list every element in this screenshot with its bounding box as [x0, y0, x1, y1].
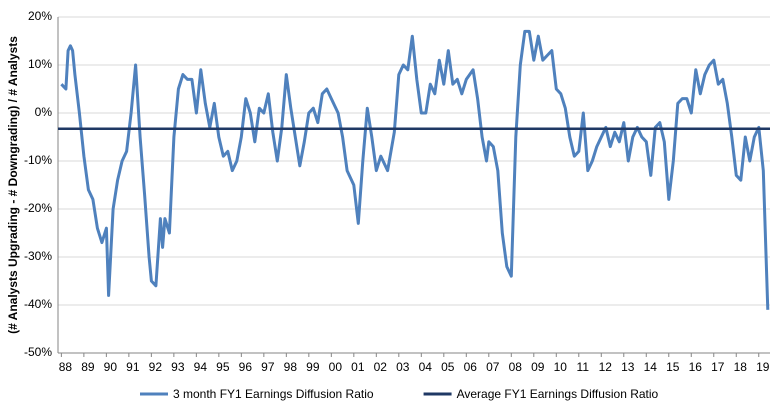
x-tick-label: 11 — [577, 360, 590, 374]
x-tick-label: 08 — [509, 360, 523, 374]
y-tick-label: -20% — [24, 201, 52, 215]
x-tick-label: 93 — [171, 360, 185, 374]
x-tick-label: 88 — [59, 360, 73, 374]
x-tick-label: 12 — [599, 360, 613, 374]
x-tick-label: 97 — [261, 360, 275, 374]
x-tick-label: 19 — [756, 360, 770, 374]
x-tick-label: 98 — [284, 360, 298, 374]
x-tick-label: 15 — [666, 360, 680, 374]
y-tick-label: 20% — [28, 9, 52, 23]
y-tick-label: -50% — [24, 345, 52, 359]
x-tick-label: 17 — [711, 360, 725, 374]
y-axis-label: (# Analysts Upgrading - # Downgrading) /… — [6, 36, 20, 334]
x-tick-label: 18 — [734, 360, 748, 374]
legend-label: 3 month FY1 Earnings Diffusion Ratio — [173, 387, 374, 401]
x-tick-label: 13 — [621, 360, 635, 374]
y-tick-label: 10% — [28, 57, 52, 71]
legend-label: Average FY1 Earnings Diffusion Ratio — [457, 387, 659, 401]
x-tick-label: 95 — [216, 360, 230, 374]
series-line — [60, 29, 770, 310]
x-tick-label: 16 — [689, 360, 703, 374]
x-tick-label: 06 — [464, 360, 478, 374]
x-tick-label: 02 — [374, 360, 388, 374]
y-tick-label: 0% — [35, 105, 53, 119]
y-tick-label: -40% — [24, 297, 52, 311]
x-tick-label: 00 — [329, 360, 343, 374]
x-tick-label: 89 — [81, 360, 95, 374]
x-tick-label: 91 — [126, 360, 140, 374]
x-tick-label: 07 — [486, 360, 500, 374]
x-tick-label: 05 — [441, 360, 455, 374]
x-tick-label: 90 — [104, 360, 118, 374]
x-tick-label: 96 — [239, 360, 253, 374]
y-tick-label: -10% — [24, 153, 52, 167]
y-tick-label: -30% — [24, 249, 52, 263]
x-tick-label: 10 — [554, 360, 568, 374]
x-tick-label: 99 — [306, 360, 320, 374]
x-tick-label: 09 — [531, 360, 545, 374]
x-tick-label: 01 — [351, 360, 365, 374]
x-tick-label: 92 — [149, 360, 163, 374]
x-tick-label: 03 — [396, 360, 410, 374]
x-tick-label: 94 — [194, 360, 208, 374]
x-tick-label: 14 — [644, 360, 658, 374]
x-tick-label: 04 — [419, 360, 433, 374]
